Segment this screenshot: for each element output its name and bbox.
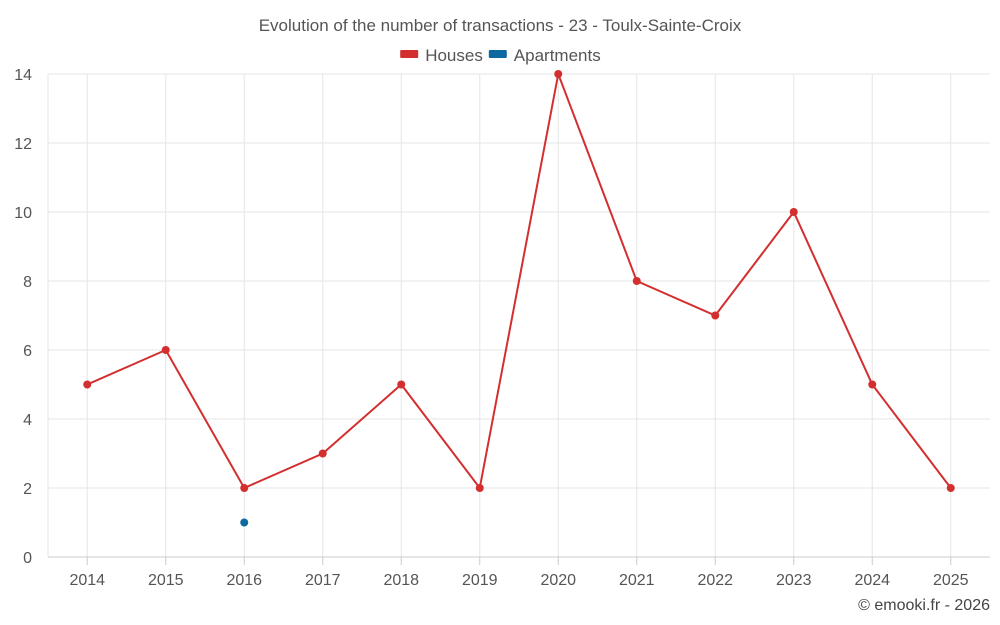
y-tick-label: 12: [14, 136, 32, 153]
legend: Houses Apartments: [400, 46, 601, 65]
x-tick-label: 2015: [148, 572, 184, 589]
houses-point-2016[interactable]: [240, 484, 249, 492]
x-tick-label: 2018: [383, 572, 419, 589]
houses-point-2020[interactable]: [554, 70, 563, 78]
y-tick-label: 0: [23, 550, 32, 567]
series-apartments: [240, 518, 249, 527]
houses-point-2025[interactable]: [946, 484, 955, 492]
x-tick-label: 2022: [697, 572, 733, 589]
x-tick-label: 2021: [619, 572, 655, 589]
houses-point-2014[interactable]: [83, 380, 92, 389]
houses-point-2024[interactable]: [868, 380, 877, 389]
series-layer: [83, 70, 955, 527]
axes: 0 2 4 6 8 10 12 14 2014 2015 2016 2017 2018 2019 2020 2…: [14, 67, 990, 589]
houses-point-2019[interactable]: [475, 484, 484, 492]
legend-swatch-houses: [400, 50, 419, 58]
legend-label-apartments: Apartments: [514, 46, 601, 65]
x-tick-label: 2017: [305, 572, 341, 589]
credit-text: © emooki.fr - 2026: [858, 597, 990, 614]
x-tick-label: 2024: [854, 572, 890, 589]
x-tick-label: 2023: [776, 572, 812, 589]
x-tick-label: 2020: [540, 572, 576, 589]
y-tick-label: 2: [23, 481, 32, 498]
y-tick-label: 6: [23, 343, 32, 360]
legend-label-houses: Houses: [425, 46, 483, 65]
series-houses: [83, 70, 955, 492]
apartments-point-2016[interactable]: [240, 518, 249, 527]
x-tick-label: 2016: [226, 572, 262, 589]
houses-point-2021[interactable]: [632, 277, 641, 285]
chart-title: Evolution of the number of transactions …: [259, 16, 742, 35]
grid: [47, 73, 990, 557]
houses-point-2017[interactable]: [318, 449, 327, 458]
legend-swatch-apartments: [488, 50, 507, 58]
houses-point-2015[interactable]: [161, 346, 170, 354]
x-tick-label: 2019: [462, 572, 498, 589]
y-tick-label: 14: [14, 67, 32, 84]
houses-point-2023[interactable]: [789, 208, 798, 216]
y-tick-label: 10: [14, 205, 32, 222]
houses-point-2022[interactable]: [711, 311, 720, 320]
legend-item-houses[interactable]: Houses: [400, 46, 483, 65]
x-tick-label: 2014: [69, 572, 105, 589]
y-tick-label: 8: [23, 274, 32, 291]
x-tick-label: 2025: [933, 572, 969, 589]
legend-item-apartments[interactable]: Apartments: [488, 46, 601, 65]
y-tick-label: 4: [23, 412, 32, 429]
houses-point-2018[interactable]: [397, 380, 406, 389]
houses-line: [86, 70, 952, 491]
